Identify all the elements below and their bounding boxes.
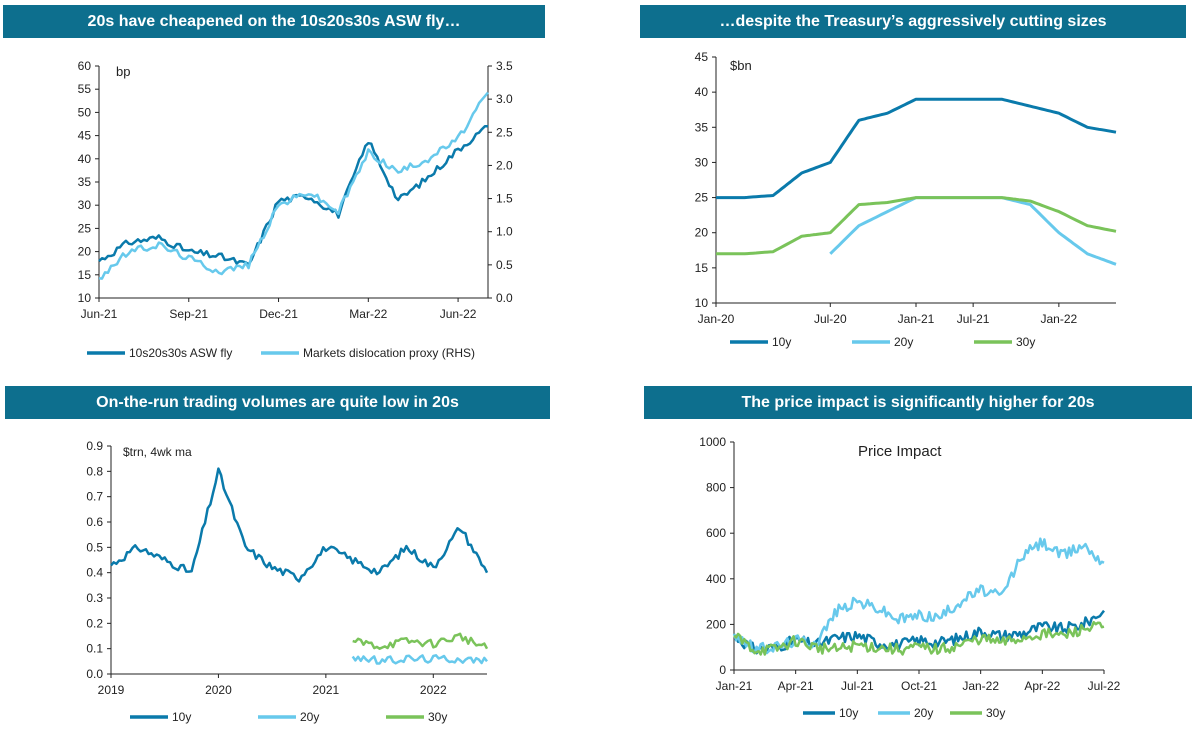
panel-1-title: 20s have cheapened on the 10s20s30s ASW … bbox=[3, 5, 545, 38]
y-tick-label: 40 bbox=[78, 152, 92, 166]
x-tick-label: Sep-21 bbox=[169, 307, 208, 321]
legend-label: 10s20s30s ASW fly bbox=[129, 346, 232, 360]
y-tick-label: 0.6 bbox=[86, 515, 103, 529]
chart-auction-sizes: 10 15 20 25 30 35 40 45 Jan-20 Jul-20 Jan-21 Jul-21… bbox=[695, 50, 1117, 349]
x-tick-label: Jul-20 bbox=[814, 312, 847, 326]
legend-label: 20y bbox=[894, 335, 913, 349]
legend-label: Markets dislocation proxy (RHS) bbox=[303, 346, 475, 360]
y-tick-label: 45 bbox=[695, 50, 709, 64]
y-tick-label: 10 bbox=[78, 291, 92, 305]
y-tick-label: 0.3 bbox=[86, 591, 103, 605]
y-tick-label: 800 bbox=[706, 481, 726, 495]
series-line-20y bbox=[351, 654, 488, 665]
y-tick-label: 0.4 bbox=[86, 566, 103, 580]
x-tick-label: 2019 bbox=[98, 683, 125, 697]
x-tick-label: 2021 bbox=[313, 683, 340, 697]
y-tick-label: 0.7 bbox=[86, 490, 103, 504]
y-tick-label: 0.5 bbox=[86, 540, 103, 554]
y-tick-label: 0.0 bbox=[86, 667, 103, 681]
x-tick-label: Jan-21 bbox=[898, 312, 935, 326]
y-tick-label: 55 bbox=[78, 82, 92, 96]
y-tick-label: 20 bbox=[695, 226, 709, 240]
y-tick-label: 0.9 bbox=[86, 439, 103, 453]
y-tick-label: 0.8 bbox=[86, 464, 103, 478]
y-tick-label: 15 bbox=[695, 261, 709, 275]
x-tick-label: Jul-21 bbox=[841, 679, 874, 693]
y-tick-label: 15 bbox=[78, 268, 92, 282]
y-tick-label: 1000 bbox=[699, 435, 726, 449]
series-line-30y bbox=[733, 620, 1105, 656]
y-tick-label: 0.2 bbox=[86, 616, 103, 630]
y-tick-label: 50 bbox=[78, 105, 92, 119]
y-tick-label: 10 bbox=[695, 296, 709, 310]
panel-4-title: The price impact is significantly higher… bbox=[644, 386, 1192, 419]
y-tick-label: 0.1 bbox=[86, 642, 103, 656]
y-tick-label: 30 bbox=[78, 198, 92, 212]
y-tick-label: 35 bbox=[78, 175, 92, 189]
y2-tick-label: 3.0 bbox=[496, 92, 513, 106]
unit-label: $trn, 4wk ma bbox=[123, 445, 192, 459]
x-tick-label: Jun-22 bbox=[440, 307, 477, 321]
series-line-markets-dislocation-proxy-rhs- bbox=[98, 91, 489, 280]
y2-tick-label: 2.5 bbox=[496, 125, 513, 139]
x-tick-label: Jul-21 bbox=[957, 312, 990, 326]
y-tick-label: 25 bbox=[695, 191, 709, 205]
legend-label: 10y bbox=[772, 335, 791, 349]
x-tick-label: 2020 bbox=[205, 683, 232, 697]
y2-tick-label: 1.0 bbox=[496, 225, 513, 239]
series-line-20y bbox=[732, 537, 1105, 655]
y-tick-label: 45 bbox=[78, 129, 92, 143]
series-line-10y bbox=[716, 97, 1117, 200]
legend-label: 10y bbox=[172, 710, 191, 724]
x-tick-label: Jan-22 bbox=[962, 679, 999, 693]
y-tick-label: 30 bbox=[695, 155, 709, 169]
panel-3-title: On-the-run trading volumes are quite low… bbox=[5, 386, 550, 419]
x-tick-label: Dec-21 bbox=[259, 307, 298, 321]
unit-label: bp bbox=[116, 64, 130, 79]
x-tick-label: Oct-21 bbox=[901, 679, 937, 693]
series-line-30y bbox=[352, 632, 489, 650]
y-tick-label: 600 bbox=[706, 526, 726, 540]
y-tick-label: 25 bbox=[78, 221, 92, 235]
chart-price-impact: 0 200 400 600 800 1000 Jan-21 Apr-21 Jul-21 Oct-2… bbox=[699, 435, 1121, 720]
x-tick-label: Jul-22 bbox=[1088, 679, 1121, 693]
y2-tick-label: 1.5 bbox=[496, 192, 513, 206]
y-tick-label: 60 bbox=[78, 59, 92, 73]
chart-trading-volumes: 0.0 0.1 0.2 0.3 0.4 0.5 0.6 0.7 0.8 0.9 2019 2020 20… bbox=[86, 439, 489, 724]
series-line-20y bbox=[829, 196, 1117, 266]
y2-tick-label: 0.0 bbox=[496, 291, 513, 305]
legend-label: 30y bbox=[428, 710, 447, 724]
x-tick-label: Mar-22 bbox=[349, 307, 387, 321]
legend-label: 30y bbox=[1016, 335, 1035, 349]
x-tick-label: Jan-22 bbox=[1041, 312, 1078, 326]
series-line-30y bbox=[716, 196, 1117, 256]
y-tick-label: 20 bbox=[78, 245, 92, 259]
x-tick-label: Apr-22 bbox=[1024, 679, 1060, 693]
x-tick-label: Jan-20 bbox=[698, 312, 735, 326]
chart-asw-fly: 10 15 20 25 30 35 40 45 50 55 60 0.0 0.5 1.0 1.5 2.0 2.5… bbox=[78, 59, 513, 360]
panel-2-title: …despite the Treasury’s aggressively cut… bbox=[640, 5, 1186, 38]
legend-label: 20y bbox=[300, 710, 319, 724]
series-line-10y bbox=[110, 467, 489, 583]
legend-label: 20y bbox=[914, 706, 933, 720]
y2-tick-label: 3.5 bbox=[496, 59, 513, 73]
legend-label: 30y bbox=[986, 706, 1005, 720]
y2-tick-label: 0.5 bbox=[496, 258, 513, 272]
y2-tick-label: 2.0 bbox=[496, 158, 513, 172]
y-tick-label: 0 bbox=[719, 663, 726, 677]
x-tick-label: Apr-21 bbox=[778, 679, 814, 693]
unit-label: $bn bbox=[730, 58, 752, 73]
unit-label: Price Impact bbox=[858, 443, 942, 460]
x-tick-label: Jun-21 bbox=[81, 307, 118, 321]
x-tick-label: 2022 bbox=[420, 683, 447, 697]
y-tick-label: 200 bbox=[706, 617, 726, 631]
y-tick-label: 400 bbox=[706, 572, 726, 586]
legend-label: 10y bbox=[839, 706, 858, 720]
y-tick-label: 40 bbox=[695, 85, 709, 99]
y-tick-label: 35 bbox=[695, 120, 709, 134]
x-tick-label: Jan-21 bbox=[716, 679, 753, 693]
